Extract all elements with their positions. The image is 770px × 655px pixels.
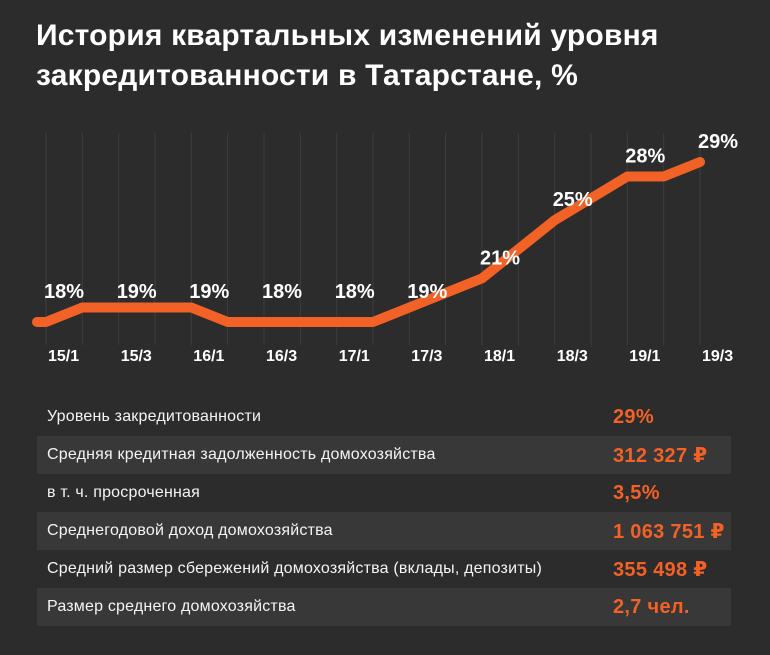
row-label: в т. ч. просроченная: [47, 484, 200, 501]
x-axis-label: 19/1: [629, 348, 660, 365]
x-axis-label: 18/1: [484, 348, 515, 365]
row-value: 3,5%: [613, 481, 660, 504]
chart-point-label: 29%: [698, 131, 738, 153]
x-axis-label: 16/3: [266, 348, 297, 365]
row-label: Средняя кредитная задолженность домохозя…: [47, 446, 436, 463]
row-label: Среднегодовой доход домохозяйства: [47, 522, 333, 539]
x-axis-label: 16/1: [193, 348, 224, 365]
row-label: Средний размер сбережений домохозяйства …: [47, 560, 542, 577]
row-value: 1 063 751 ₽: [613, 520, 725, 543]
x-axis-label: 19/3: [702, 348, 733, 365]
table-row: в т. ч. просроченная 3,5%: [37, 474, 731, 512]
page-title: История квартальных изменений уровня зак…: [36, 16, 736, 96]
x-axis-label: 18/3: [557, 348, 588, 365]
credit-level-line-chart: 18% 15/1 19% 15/3 19% 16/1 18% 16/3 18% 17/1 19% 17…: [32, 131, 738, 365]
table-row: Уровень закредитованности 29%: [37, 398, 731, 436]
table-row: Средняя кредитная задолженность домохозя…: [37, 436, 731, 474]
x-axis-label: 15/1: [48, 348, 79, 365]
chart-gridlines: [45, 133, 701, 345]
page-title-line-2: закредитованности в Татарстане, %: [36, 59, 578, 92]
table-row: Средний размер сбережений домохозяйства …: [37, 550, 731, 588]
x-axis-label: 15/3: [121, 348, 152, 365]
chart-point-label: 18%: [335, 281, 375, 303]
page-title-line-1: История квартальных изменений уровня: [36, 19, 659, 52]
chart-point-label: 18%: [262, 281, 302, 303]
chart-point-label: 18%: [44, 281, 84, 303]
chart-point-label: 19%: [117, 281, 157, 303]
row-label: Размер среднего домохозяйства: [47, 598, 296, 615]
x-axis-label: 17/1: [339, 348, 370, 365]
table-row: Размер среднего домохозяйства 2,7 чел.: [37, 588, 731, 626]
chart-point-label: 19%: [407, 281, 447, 303]
chart-point-label: 28%: [625, 146, 665, 168]
row-value: 355 498 ₽: [613, 558, 708, 581]
chart-line-credit-level: [32, 157, 705, 327]
table-row: Среднегодовой доход домохозяйства 1 063 7…: [37, 512, 731, 550]
chart-point-label: 25%: [553, 189, 593, 211]
row-value: 29%: [613, 405, 654, 428]
stats-table: Уровень закредитованности 29% Средняя кред…: [37, 398, 731, 626]
x-axis-label: 17/3: [411, 348, 442, 365]
row-label: Уровень закредитованности: [47, 408, 262, 425]
chart-point-label: 19%: [189, 281, 229, 303]
chart-point-label: 21%: [480, 247, 520, 269]
row-value: 2,7 чел.: [613, 595, 690, 618]
row-value: 312 327 ₽: [613, 444, 708, 467]
